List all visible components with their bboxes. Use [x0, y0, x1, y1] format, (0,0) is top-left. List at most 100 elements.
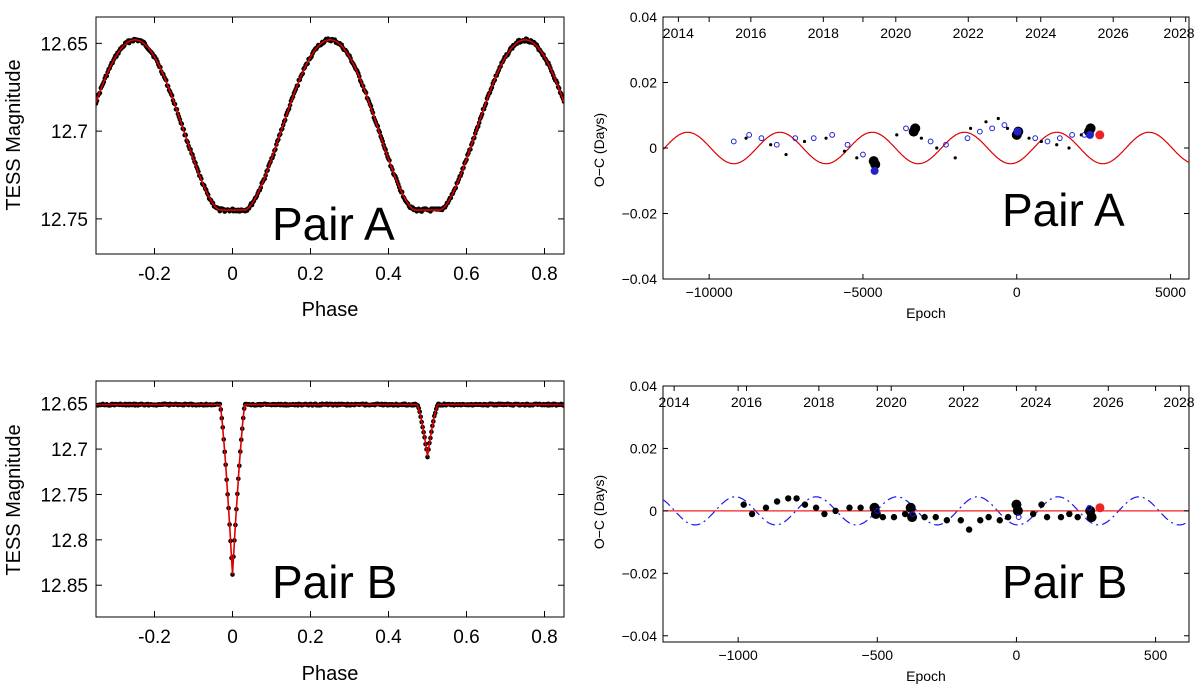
data-point [801, 501, 809, 508]
lightcurve-marks [96, 36, 564, 214]
x-ticks: −10000 −5000 0 5000 [686, 17, 1186, 300]
y-tick-label: 12.75 [40, 485, 88, 506]
data-point [890, 513, 898, 521]
data-point [746, 132, 753, 138]
y-tick-label: 12.7 [51, 440, 88, 461]
y-tick-label: 0 [649, 140, 657, 156]
data-point [1086, 504, 1093, 511]
plot-frame [95, 16, 565, 255]
year-tick-label: 2028 [1163, 25, 1194, 41]
data-point [910, 511, 916, 517]
data-point [996, 517, 1003, 524]
year-tick-label: 2022 [948, 394, 979, 410]
data-point [425, 454, 430, 460]
data-point [953, 156, 957, 160]
year-tick-label: 2028 [1163, 394, 1194, 410]
x-axis-label: Epoch [906, 305, 946, 321]
y-tick-label: −0.04 [622, 628, 658, 644]
plot-frame [95, 380, 565, 618]
year-tick-label: 2016 [731, 394, 762, 410]
data-point [984, 120, 988, 124]
year-ticks: 2014 2016 2018 2020 2022 2024 2026 2028 [659, 386, 1195, 410]
data-point [870, 509, 881, 519]
year-tick-label: 2020 [880, 25, 911, 41]
x-axis-label: Phase [302, 299, 359, 321]
data-point [977, 517, 984, 524]
y-axis-label: O−C (Days) [591, 475, 607, 549]
y-tick-label: −0.02 [622, 565, 658, 581]
x-ticks: -0.2 0 0.2 0.4 0.6 0.8 [138, 381, 558, 648]
data-point [905, 502, 916, 513]
data-point [802, 139, 807, 144]
data-point [901, 510, 909, 518]
year-tick-label: 2014 [659, 394, 690, 410]
x-tick-label: 500 [1144, 647, 1168, 663]
data-point [1004, 513, 1012, 521]
data-point [785, 495, 792, 502]
data-point [932, 513, 939, 521]
data-point [846, 504, 853, 511]
data-point [832, 507, 839, 515]
data-point [1057, 513, 1065, 521]
x-tick-label: 0 [227, 627, 238, 648]
data-point [874, 507, 881, 514]
year-tick-label: 2026 [1098, 25, 1129, 41]
y-tick-label: 12.75 [40, 210, 88, 231]
x-axis-label: Phase [302, 663, 359, 685]
data-point [1074, 513, 1081, 521]
x-tick-label: 0.4 [375, 627, 402, 648]
lightcurve-marks [96, 401, 564, 577]
data-point [1085, 130, 1094, 139]
data-point [1056, 135, 1063, 142]
data-point [868, 156, 879, 167]
data-point [976, 128, 983, 135]
y-tick-label: 12.8 [51, 531, 88, 552]
model-curve [663, 131, 1189, 165]
data-point [1012, 505, 1023, 516]
data-point [921, 513, 928, 521]
data-point [230, 572, 235, 577]
data-point [773, 498, 781, 505]
x-tick-label: −10000 [686, 284, 733, 300]
data-point [824, 136, 828, 140]
pair-label: Pair A [1002, 184, 1125, 236]
x-ticks: −1000 −500 0 500 [718, 386, 1167, 663]
data-point [996, 116, 1000, 121]
data-point [1085, 123, 1096, 134]
data-point [769, 143, 773, 147]
data-point [855, 156, 859, 160]
data-point [829, 132, 836, 138]
pair-label: Pair B [1002, 556, 1127, 608]
x-tick-label: 0.8 [531, 264, 557, 285]
y-tick-label: 12.65 [40, 395, 88, 416]
y-ticks: 12.65 12.7 12.75 12.8 12.85 [40, 395, 564, 597]
pair-label: Pair B [272, 556, 397, 608]
x-tick-label: 5000 [1155, 284, 1186, 300]
data-point [919, 136, 923, 140]
data-point [1005, 126, 1010, 130]
data-point [1066, 510, 1073, 518]
data-point [969, 126, 973, 130]
x-tick-label: 0.2 [297, 627, 323, 648]
data-point [792, 135, 799, 142]
oc-diagram-pair-a-panel: −10000 −5000 0 5000 −0.04 −0.02 0 0.02 0.04 201… [591, 9, 1195, 321]
y-tick-label: 0.04 [630, 378, 657, 394]
data-point [857, 504, 864, 511]
plot-frame [662, 16, 1190, 280]
data-point [773, 141, 780, 148]
year-ticks: 2014 2016 2018 2020 2022 2024 2026 2028 [663, 17, 1195, 41]
data-point [1043, 513, 1051, 521]
x-tick-label: 0 [1013, 647, 1021, 663]
data-point [964, 135, 971, 142]
data-point [744, 136, 748, 140]
oc-marks [663, 116, 1189, 175]
y-ticks: −0.04 −0.02 0 0.02 0.04 [622, 9, 1189, 287]
data-point [989, 125, 996, 132]
data-point [740, 501, 747, 508]
data-point [730, 138, 737, 145]
x-axis-label: Epoch [906, 668, 946, 684]
data-point [1027, 136, 1031, 140]
data-point [1086, 512, 1097, 523]
data-point [935, 146, 939, 150]
